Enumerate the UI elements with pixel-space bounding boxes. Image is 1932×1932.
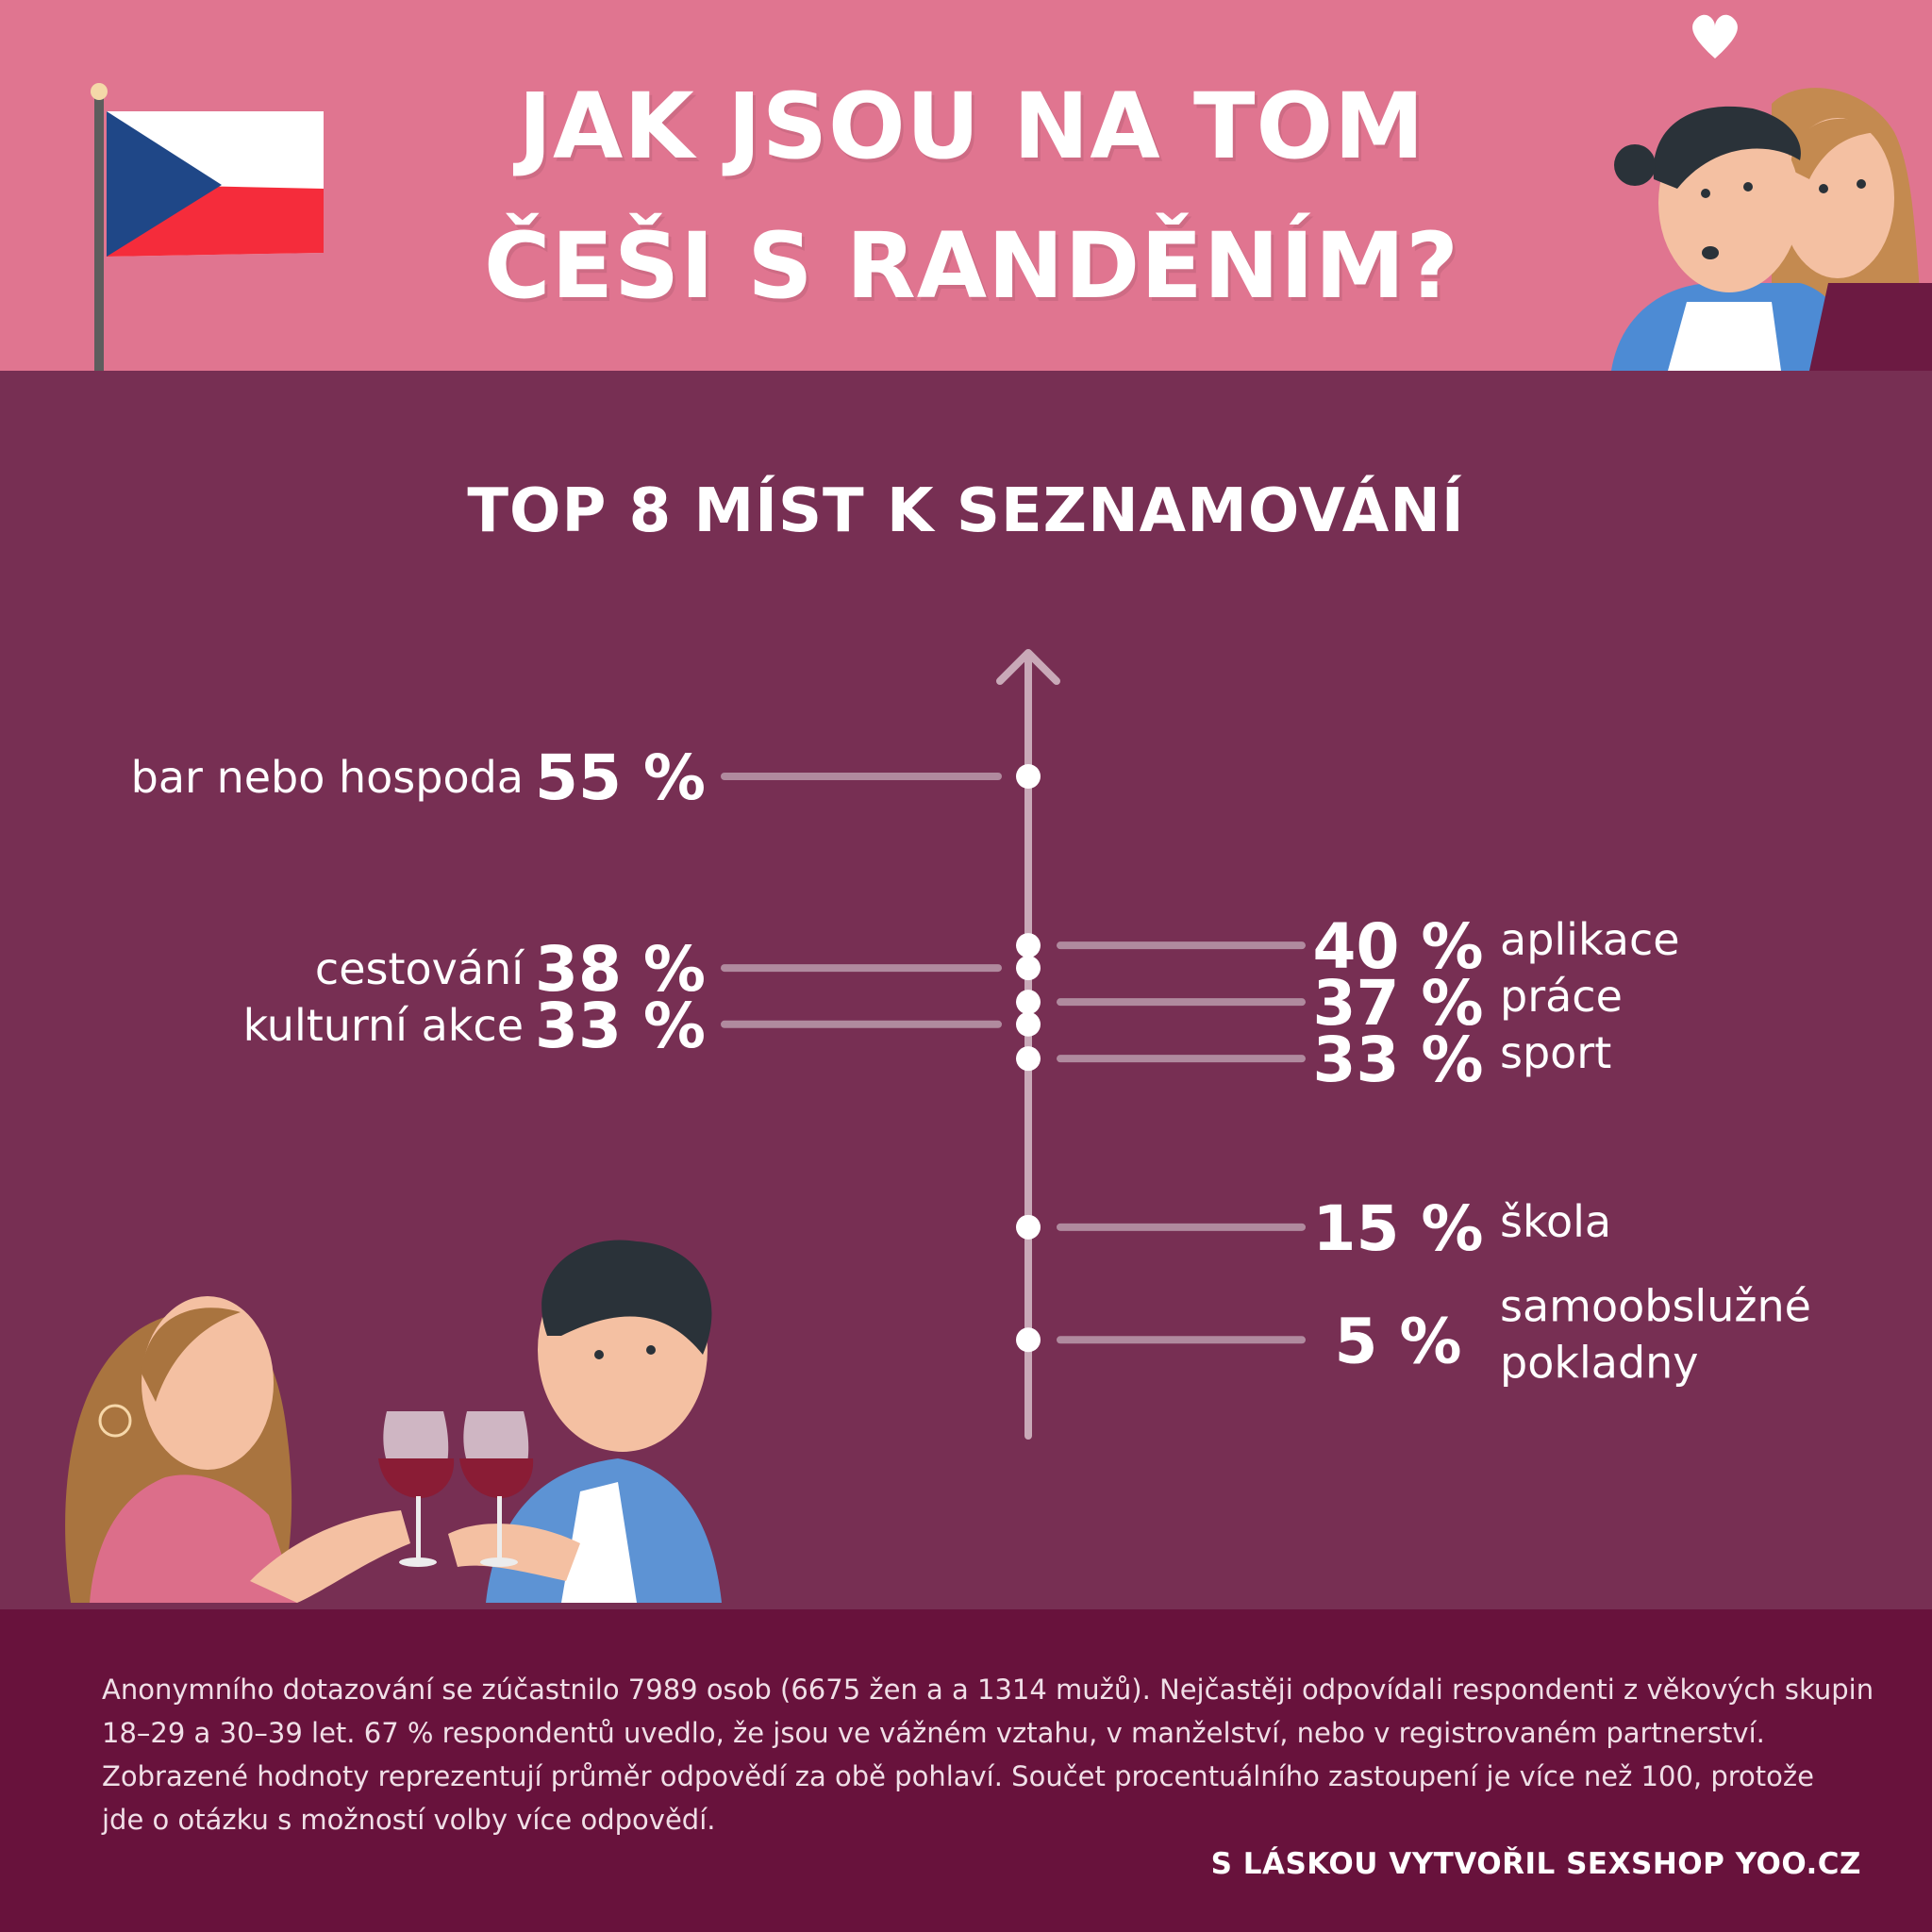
chart-title: TOP 8 MÍST K SEZNAMOVÁNÍ	[467, 476, 1465, 546]
wine-toast-illustration	[65, 1240, 722, 1603]
title-line-1: JAK JSOU NA TOM	[518, 74, 1425, 179]
page-title: JAK JSOU NA TOM ČEŠI S RANDĚNÍM?	[368, 57, 1575, 336]
point-value: 33 %	[1313, 1024, 1484, 1096]
point-label: práce	[1500, 971, 1623, 1022]
data-point	[1016, 933, 1041, 958]
footer	[0, 1609, 1932, 1932]
couple-illustration	[1611, 14, 1932, 371]
point-value: 38 %	[535, 933, 706, 1006]
point-label: bar nebo hospoda	[131, 752, 524, 803]
methodology-note: Anonymního dotazování se zúčastnilo 7989…	[102, 1668, 1875, 1841]
data-point	[1016, 990, 1041, 1015]
point-label: kulturní akce	[243, 1000, 524, 1051]
point-label: aplikace	[1500, 914, 1680, 965]
data-point	[1016, 1327, 1041, 1353]
czech-flag-icon	[91, 83, 324, 371]
note-line-1: Anonymního dotazování se zúčastnilo 7989…	[102, 1674, 1874, 1706]
note-line-2: 18–29 a 30–39 let. 67 % respondentů uved…	[102, 1717, 1765, 1749]
point-label: škola	[1500, 1196, 1611, 1247]
credit: S LÁSKOU VYTVOŘIL SEXSHOP YOO.CZ	[1210, 1847, 1861, 1881]
point-label: pokladny	[1500, 1337, 1699, 1388]
heart-icon	[1692, 14, 1738, 59]
point-label: cestování	[315, 943, 525, 994]
header: JAK JSOU NA TOM ČEŠI S RANDĚNÍM?	[0, 0, 1932, 371]
point-label: sport	[1500, 1027, 1611, 1078]
data-point	[1016, 1011, 1041, 1037]
point-value: 33 %	[535, 990, 706, 1062]
note-line-3: Zobrazené hodnoty reprezentují průměr od…	[102, 1760, 1814, 1792]
data-point	[1016, 956, 1041, 981]
data-point	[1016, 764, 1041, 789]
point-value: 40 %	[1313, 910, 1484, 983]
data-point	[1016, 1214, 1041, 1240]
title-line-2: ČEŠI S RANDĚNÍM?	[484, 213, 1459, 319]
point-value: 37 %	[1313, 967, 1484, 1040]
point-value: 55 %	[535, 741, 706, 814]
point-value: 15 %	[1313, 1192, 1484, 1265]
point-value: 5 %	[1334, 1305, 1461, 1377]
axis-arrow-icon	[996, 649, 1060, 685]
point-label: samoobslužné	[1500, 1280, 1811, 1331]
note-line-4: jde o otázku s možností volby více odpov…	[102, 1804, 716, 1836]
main-panel	[0, 371, 1932, 1609]
data-point	[1016, 1046, 1041, 1072]
